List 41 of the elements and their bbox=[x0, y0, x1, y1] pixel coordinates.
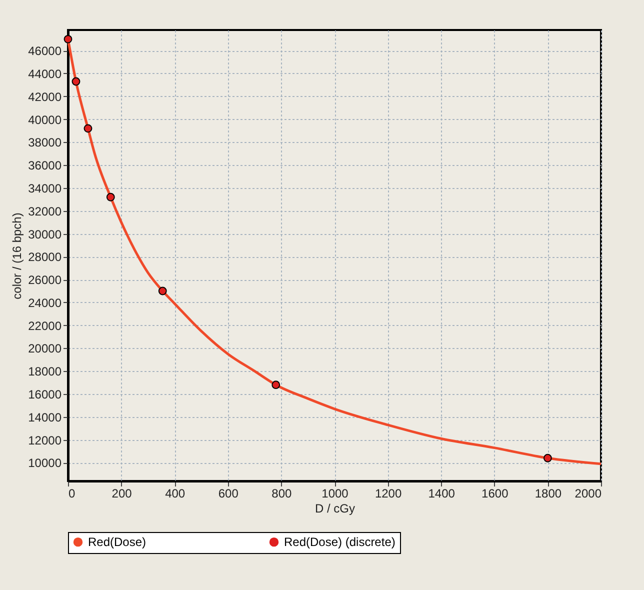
point bbox=[158, 286, 167, 296]
y-tick-label: 16000 bbox=[28, 388, 62, 402]
x-tick-label: 600 bbox=[218, 486, 239, 500]
point bbox=[543, 454, 552, 462]
point bbox=[84, 124, 92, 133]
y-tick-label: 14000 bbox=[28, 410, 62, 424]
y-tick-label: 24000 bbox=[28, 296, 62, 310]
y-tick-label: 20000 bbox=[28, 342, 62, 356]
x-tick-label: 800 bbox=[272, 486, 292, 500]
x-tick-label: 0 bbox=[68, 486, 76, 500]
x-axis-title: D / cGy bbox=[314, 502, 356, 516]
legend-label: Red(Dose) bbox=[88, 535, 146, 550]
y-tick-label: 40000 bbox=[28, 112, 62, 127]
y-tick-label: 32000 bbox=[28, 204, 62, 218]
point bbox=[106, 192, 115, 202]
y-tick-label: 12000 bbox=[28, 433, 62, 448]
x-tick-label: 400 bbox=[165, 486, 186, 500]
x-tick-label: 200 bbox=[112, 486, 132, 500]
point bbox=[72, 77, 80, 86]
y-tick-label: 26000 bbox=[28, 273, 62, 288]
y-tick-label: 42000 bbox=[28, 90, 62, 104]
point bbox=[64, 34, 72, 44]
y-tick-label: 10000 bbox=[28, 456, 62, 470]
y-tick-label: 28000 bbox=[28, 250, 62, 264]
legend-label: Red(Dose) (discrete) bbox=[284, 535, 396, 550]
y-tick-label: 36000 bbox=[28, 158, 62, 173]
x-tick-label: 1200 bbox=[374, 486, 402, 500]
x-tick-label: 2000 bbox=[574, 486, 602, 500]
x-tick-label: 1600 bbox=[482, 486, 509, 500]
y-tick-label: 18000 bbox=[28, 364, 62, 379]
y-tick-label: 22000 bbox=[28, 318, 62, 333]
point bbox=[272, 380, 280, 390]
y-tick-label: 46000 bbox=[28, 44, 62, 58]
y-tick-label: 34000 bbox=[28, 181, 62, 196]
y-tick-label: 38000 bbox=[28, 136, 62, 150]
y-tick-label: 30000 bbox=[28, 227, 62, 242]
y-tick-label: 44000 bbox=[28, 66, 62, 81]
x-tick-label: 1000 bbox=[322, 486, 349, 500]
x-tick-label: 1400 bbox=[428, 486, 456, 500]
x-tick-label: 1800 bbox=[534, 486, 562, 500]
y-axis-title: color / (16 bpch) bbox=[10, 212, 24, 300]
